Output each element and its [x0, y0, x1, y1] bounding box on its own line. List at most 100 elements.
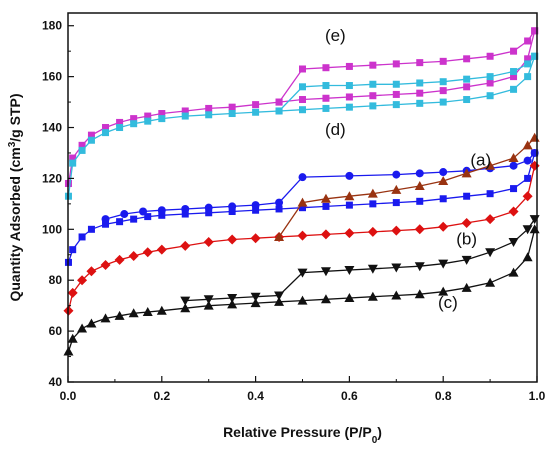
data-point	[144, 112, 152, 120]
data-point	[299, 96, 306, 104]
data-point	[274, 291, 285, 301]
series-annotation: (d)	[325, 120, 346, 139]
data-point	[320, 193, 331, 203]
data-point	[180, 296, 191, 306]
data-point	[461, 168, 472, 178]
data-point	[345, 171, 354, 180]
data-point	[369, 92, 377, 100]
series-adsorption	[63, 160, 540, 316]
data-point	[416, 89, 424, 97]
data-point	[114, 310, 125, 320]
y-axis-title-sup: 3	[7, 141, 18, 147]
data-point	[274, 231, 285, 241]
data-point	[102, 124, 110, 132]
x-tick-label: 0.0	[60, 389, 77, 403]
y-axis-title: Quantity Adsorbed (cm3/g STP)	[7, 93, 24, 301]
data-point	[524, 60, 532, 68]
data-point	[128, 308, 139, 318]
data-point	[142, 307, 153, 317]
data-point	[86, 318, 97, 328]
data-point	[320, 229, 331, 240]
data-point	[67, 333, 78, 343]
y-tick-label: 40	[49, 375, 63, 389]
data-point	[439, 168, 448, 177]
data-point	[392, 60, 400, 68]
data-point	[156, 305, 167, 315]
data-point	[320, 294, 331, 304]
data-point	[529, 215, 540, 225]
data-point	[322, 104, 330, 112]
data-point	[369, 80, 377, 88]
series-desorption	[275, 27, 539, 106]
data-point	[130, 120, 138, 128]
data-point	[391, 225, 402, 236]
data-point	[416, 99, 424, 107]
data-point	[320, 267, 331, 277]
data-point	[78, 233, 86, 241]
series-layer	[63, 27, 540, 356]
data-point	[510, 47, 518, 55]
data-point	[391, 263, 402, 273]
series-line	[278, 55, 536, 112]
data-point	[156, 244, 167, 255]
data-point	[322, 202, 330, 210]
series-desorption	[274, 132, 540, 241]
data-point	[522, 191, 533, 202]
data-point	[205, 209, 213, 217]
data-point	[485, 248, 496, 258]
data-point	[157, 206, 166, 215]
y-axis-title-main: Quantity Adsorbed (cm	[7, 147, 23, 301]
data-point	[203, 300, 214, 310]
data-point	[275, 98, 283, 106]
series-annotation: (b)	[456, 230, 477, 249]
data-point	[203, 237, 214, 248]
data-point	[508, 206, 519, 217]
data-point	[438, 175, 449, 185]
data-point	[439, 98, 447, 106]
data-point	[86, 266, 97, 277]
data-point	[529, 132, 540, 142]
data-point	[416, 79, 424, 87]
data-point	[252, 206, 260, 214]
data-point	[116, 118, 124, 126]
data-point	[298, 173, 307, 182]
data-point	[297, 230, 308, 241]
data-point	[463, 192, 471, 200]
data-point	[69, 159, 77, 167]
data-point	[438, 221, 449, 232]
data-point	[344, 293, 355, 303]
data-point	[205, 104, 213, 112]
data-point	[181, 107, 189, 115]
data-point	[116, 218, 124, 226]
data-point	[392, 90, 400, 98]
data-point	[100, 313, 111, 323]
data-point	[391, 290, 402, 300]
data-point	[510, 73, 518, 81]
series-annotation: (c)	[438, 293, 458, 312]
data-point	[228, 110, 236, 118]
data-point	[275, 205, 283, 213]
data-point	[130, 215, 138, 223]
data-point	[114, 254, 125, 265]
data-point	[299, 106, 306, 114]
data-point	[531, 52, 539, 60]
data-point	[203, 295, 214, 305]
data-point	[69, 154, 77, 162]
data-point	[102, 129, 110, 137]
data-point	[510, 85, 518, 93]
data-point	[486, 79, 494, 87]
y-tick-label: 140	[42, 121, 62, 135]
data-point	[463, 83, 471, 91]
data-point	[531, 27, 539, 35]
data-point	[322, 94, 330, 102]
data-point	[228, 207, 236, 215]
data-point	[274, 296, 285, 306]
data-point	[322, 82, 330, 90]
data-point	[524, 73, 532, 81]
data-point	[345, 103, 353, 111]
x-axis-title: Relative Pressure (P/P0)	[223, 424, 382, 446]
data-point	[486, 190, 494, 198]
data-point	[391, 184, 402, 194]
data-point	[344, 191, 355, 201]
data-point	[463, 55, 471, 63]
